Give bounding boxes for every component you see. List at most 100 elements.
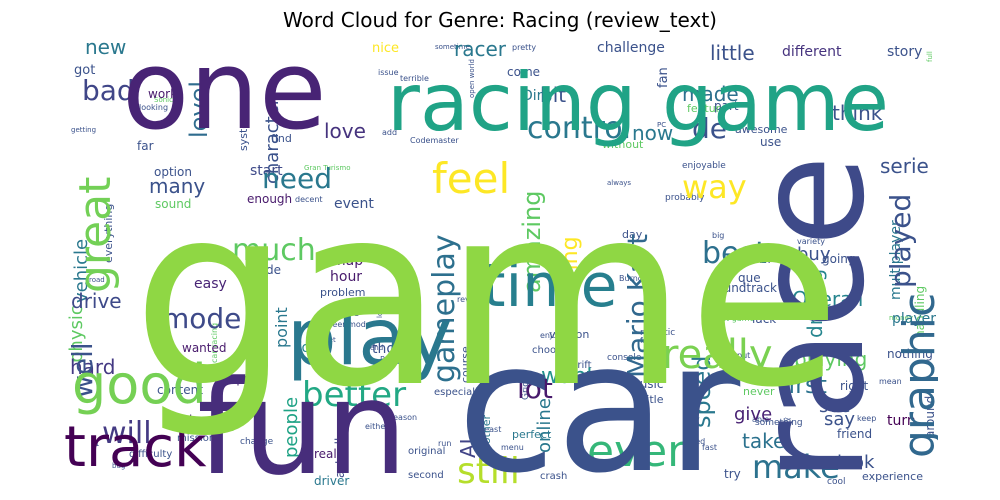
word-choose: choose xyxy=(532,345,567,356)
word-way: way xyxy=(682,168,747,206)
word-driver: driver xyxy=(314,474,349,486)
word-looking: looking xyxy=(139,103,168,112)
word-good-game: good game xyxy=(189,424,234,433)
word-made: made xyxy=(682,82,739,106)
word-big: big xyxy=(712,231,724,240)
word-console: console xyxy=(607,353,642,363)
word-car: car xyxy=(457,304,740,486)
word-sonic: Sonic xyxy=(154,96,173,104)
word-part: part xyxy=(714,99,739,113)
word-never: never xyxy=(743,385,775,398)
word-sound: sound xyxy=(155,197,191,211)
word-online: online xyxy=(534,398,555,453)
word-event: event xyxy=(334,196,374,212)
word-variety: variety xyxy=(797,237,825,246)
word-f1: F1 xyxy=(91,440,99,448)
word-boring: boring xyxy=(230,409,259,419)
word-hour: hour xyxy=(330,269,362,285)
word-soundtrack: soundtrack xyxy=(710,281,777,295)
word-fun: fun xyxy=(197,352,408,486)
word-first: first xyxy=(780,371,827,399)
word-issue: issue xyxy=(378,68,399,77)
word-take: take xyxy=(742,429,785,453)
word-racing-game: racing game xyxy=(387,56,889,149)
word-something: something xyxy=(755,418,803,428)
word-gameplay: gameplay xyxy=(427,234,462,383)
word-know: know xyxy=(189,413,221,427)
word-even: even xyxy=(587,426,695,477)
word-de: de xyxy=(692,112,727,145)
word-really: really xyxy=(662,332,773,378)
word-need: need xyxy=(262,162,332,195)
word-getting: getting xyxy=(71,126,96,134)
word-add: add xyxy=(382,128,397,137)
word-use: use xyxy=(760,135,781,149)
word-best-racing: best racing xyxy=(334,247,379,256)
word-although: although xyxy=(322,306,366,317)
word-challenge: challenge xyxy=(597,40,665,56)
word-far: far xyxy=(137,139,154,153)
word-course: course xyxy=(459,346,472,383)
word-drift: drift xyxy=(571,360,592,371)
word-race: race xyxy=(724,155,898,483)
word-crash: crash xyxy=(540,471,567,482)
word-cloud: money variety big definitely console review en… xyxy=(64,38,938,486)
word-driving: driving xyxy=(803,269,827,338)
word-fast: fast xyxy=(702,443,717,452)
word-graphic: graphic xyxy=(894,293,938,458)
word-nice: nice xyxy=(372,41,399,56)
word-many: many xyxy=(149,174,205,198)
word-content: content xyxy=(157,383,203,397)
word-day: day xyxy=(622,228,643,241)
word-gran-turismo: Gran Turismo xyxy=(304,164,350,172)
word-game: game xyxy=(132,151,841,442)
word-easy: easy xyxy=(194,276,227,292)
word-option: option xyxy=(154,165,192,179)
word-point: point xyxy=(272,307,291,348)
word-start: start xyxy=(250,163,283,179)
word-que: que xyxy=(738,271,761,285)
chart-title: Word Cloud for Genre: Racing (review_tex… xyxy=(283,8,717,32)
word-enough: enough xyxy=(247,192,292,206)
word-sometime: sometime xyxy=(435,43,470,51)
word-see: see xyxy=(819,396,851,417)
word-actually: actually xyxy=(333,431,347,478)
word-look: look xyxy=(837,452,875,473)
word-got: got xyxy=(74,63,95,78)
word-find: find xyxy=(271,132,292,145)
word-bad: bad xyxy=(82,74,135,107)
word-one: one xyxy=(122,38,327,154)
word-full: full xyxy=(926,51,934,62)
word-pc: PC xyxy=(657,121,666,129)
word-realistic: realistic xyxy=(640,328,675,338)
word-problem: problem xyxy=(320,286,366,299)
word-enjoy: enjoy xyxy=(540,331,562,340)
word-try: try xyxy=(724,467,741,481)
word-career-mode: career mode xyxy=(320,320,371,329)
word-reason: reason xyxy=(390,413,417,422)
word-another: another xyxy=(480,415,493,458)
word-going: going xyxy=(822,252,856,266)
word-mean: mean xyxy=(879,377,902,386)
word-back: back xyxy=(614,407,643,421)
word-arcade: arcade xyxy=(240,263,281,277)
word-track: track xyxy=(64,415,207,480)
word-road: road xyxy=(89,276,105,284)
word-run: run xyxy=(438,439,451,448)
word-change: change xyxy=(240,437,274,447)
word-time: time xyxy=(482,251,618,321)
word-either: either xyxy=(365,422,389,431)
word-friend: friend xyxy=(837,427,872,441)
word-least: least xyxy=(482,425,501,434)
word-seem: seem xyxy=(738,252,771,266)
word-enjoyable: enjoyable xyxy=(682,161,726,171)
word-though: though xyxy=(372,341,422,357)
word-now: now xyxy=(632,121,673,145)
word-review: review xyxy=(457,295,484,304)
word-pretty: pretty xyxy=(512,43,536,52)
word-every: every xyxy=(783,417,791,437)
word-title: title xyxy=(642,393,664,406)
word-dirt: Dirt xyxy=(522,88,548,104)
word-story: story xyxy=(887,44,922,60)
word-much: much xyxy=(232,233,316,268)
